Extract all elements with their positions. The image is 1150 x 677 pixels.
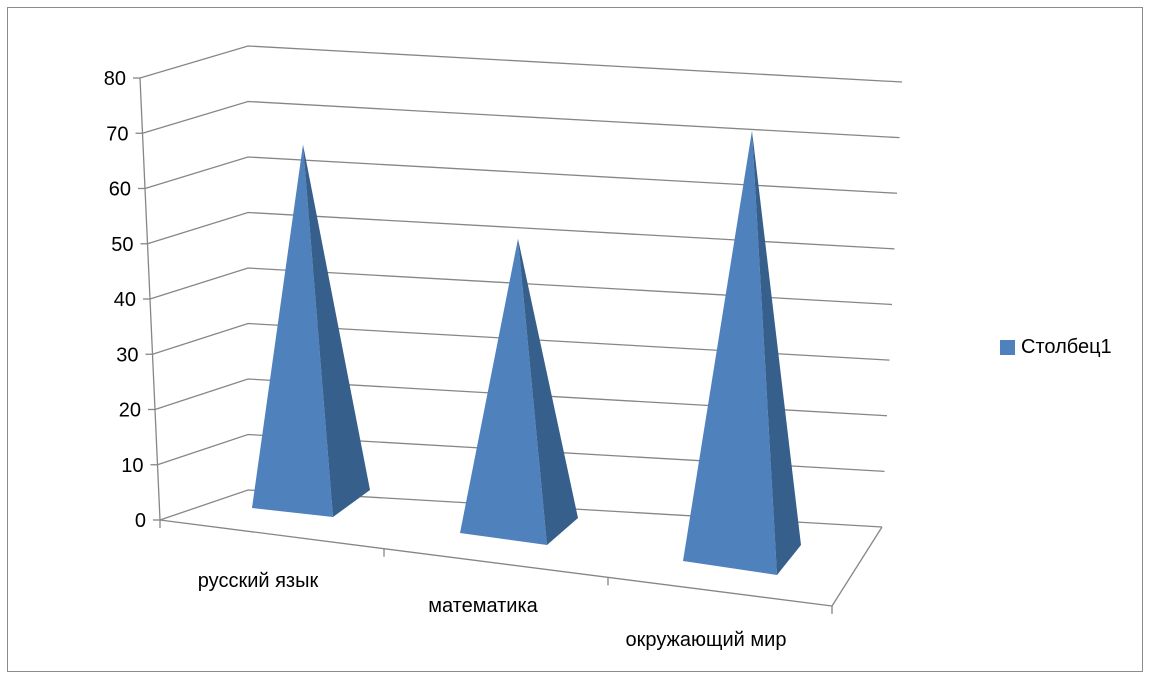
- gridline: [154, 378, 888, 417]
- gridline: [144, 156, 898, 194]
- y-tick-label: 60: [109, 179, 131, 201]
- y-tick-label: 80: [104, 68, 126, 90]
- y-axis-ticks: 0 10 20 30 40 50 60 70 80: [104, 68, 160, 532]
- floor-edge: [831, 526, 883, 607]
- gridlines: [139, 45, 903, 528]
- pyramid-front-face: [252, 144, 333, 517]
- legend-swatch: [1000, 340, 1015, 355]
- gridline: [149, 267, 893, 306]
- legend-label: Столбец1: [1021, 336, 1112, 358]
- y-tick-label: 20: [119, 400, 141, 422]
- y-tick-label: 10: [121, 455, 143, 477]
- pyramid-side-face: [518, 238, 578, 545]
- pyramid-side-face: [752, 130, 801, 575]
- y-tick-label: 40: [114, 289, 136, 311]
- gridline: [142, 100, 900, 139]
- gridline: [147, 211, 895, 250]
- pyramids: [252, 130, 801, 575]
- y-tick-label: 70: [106, 123, 128, 145]
- y-tick-label: 0: [135, 510, 146, 532]
- y-tick-label: 50: [111, 234, 133, 256]
- gridline: [159, 489, 883, 528]
- gridline: [152, 322, 890, 361]
- x-axis-line: [159, 519, 833, 607]
- legend: Столбец1: [1000, 336, 1112, 359]
- y-tick-label: 30: [116, 344, 138, 366]
- gridline: [157, 433, 885, 473]
- x-category-label: математика: [428, 595, 538, 617]
- category-labels: русский язык математика окружающий мир: [198, 570, 787, 651]
- gridline: [139, 45, 903, 83]
- pyramid-front-face: [683, 130, 777, 575]
- x-axis: [159, 519, 883, 614]
- x-category-label: русский язык: [198, 570, 319, 592]
- x-category-label: окружающий мир: [626, 629, 787, 651]
- pyramid-side-face: [303, 144, 370, 517]
